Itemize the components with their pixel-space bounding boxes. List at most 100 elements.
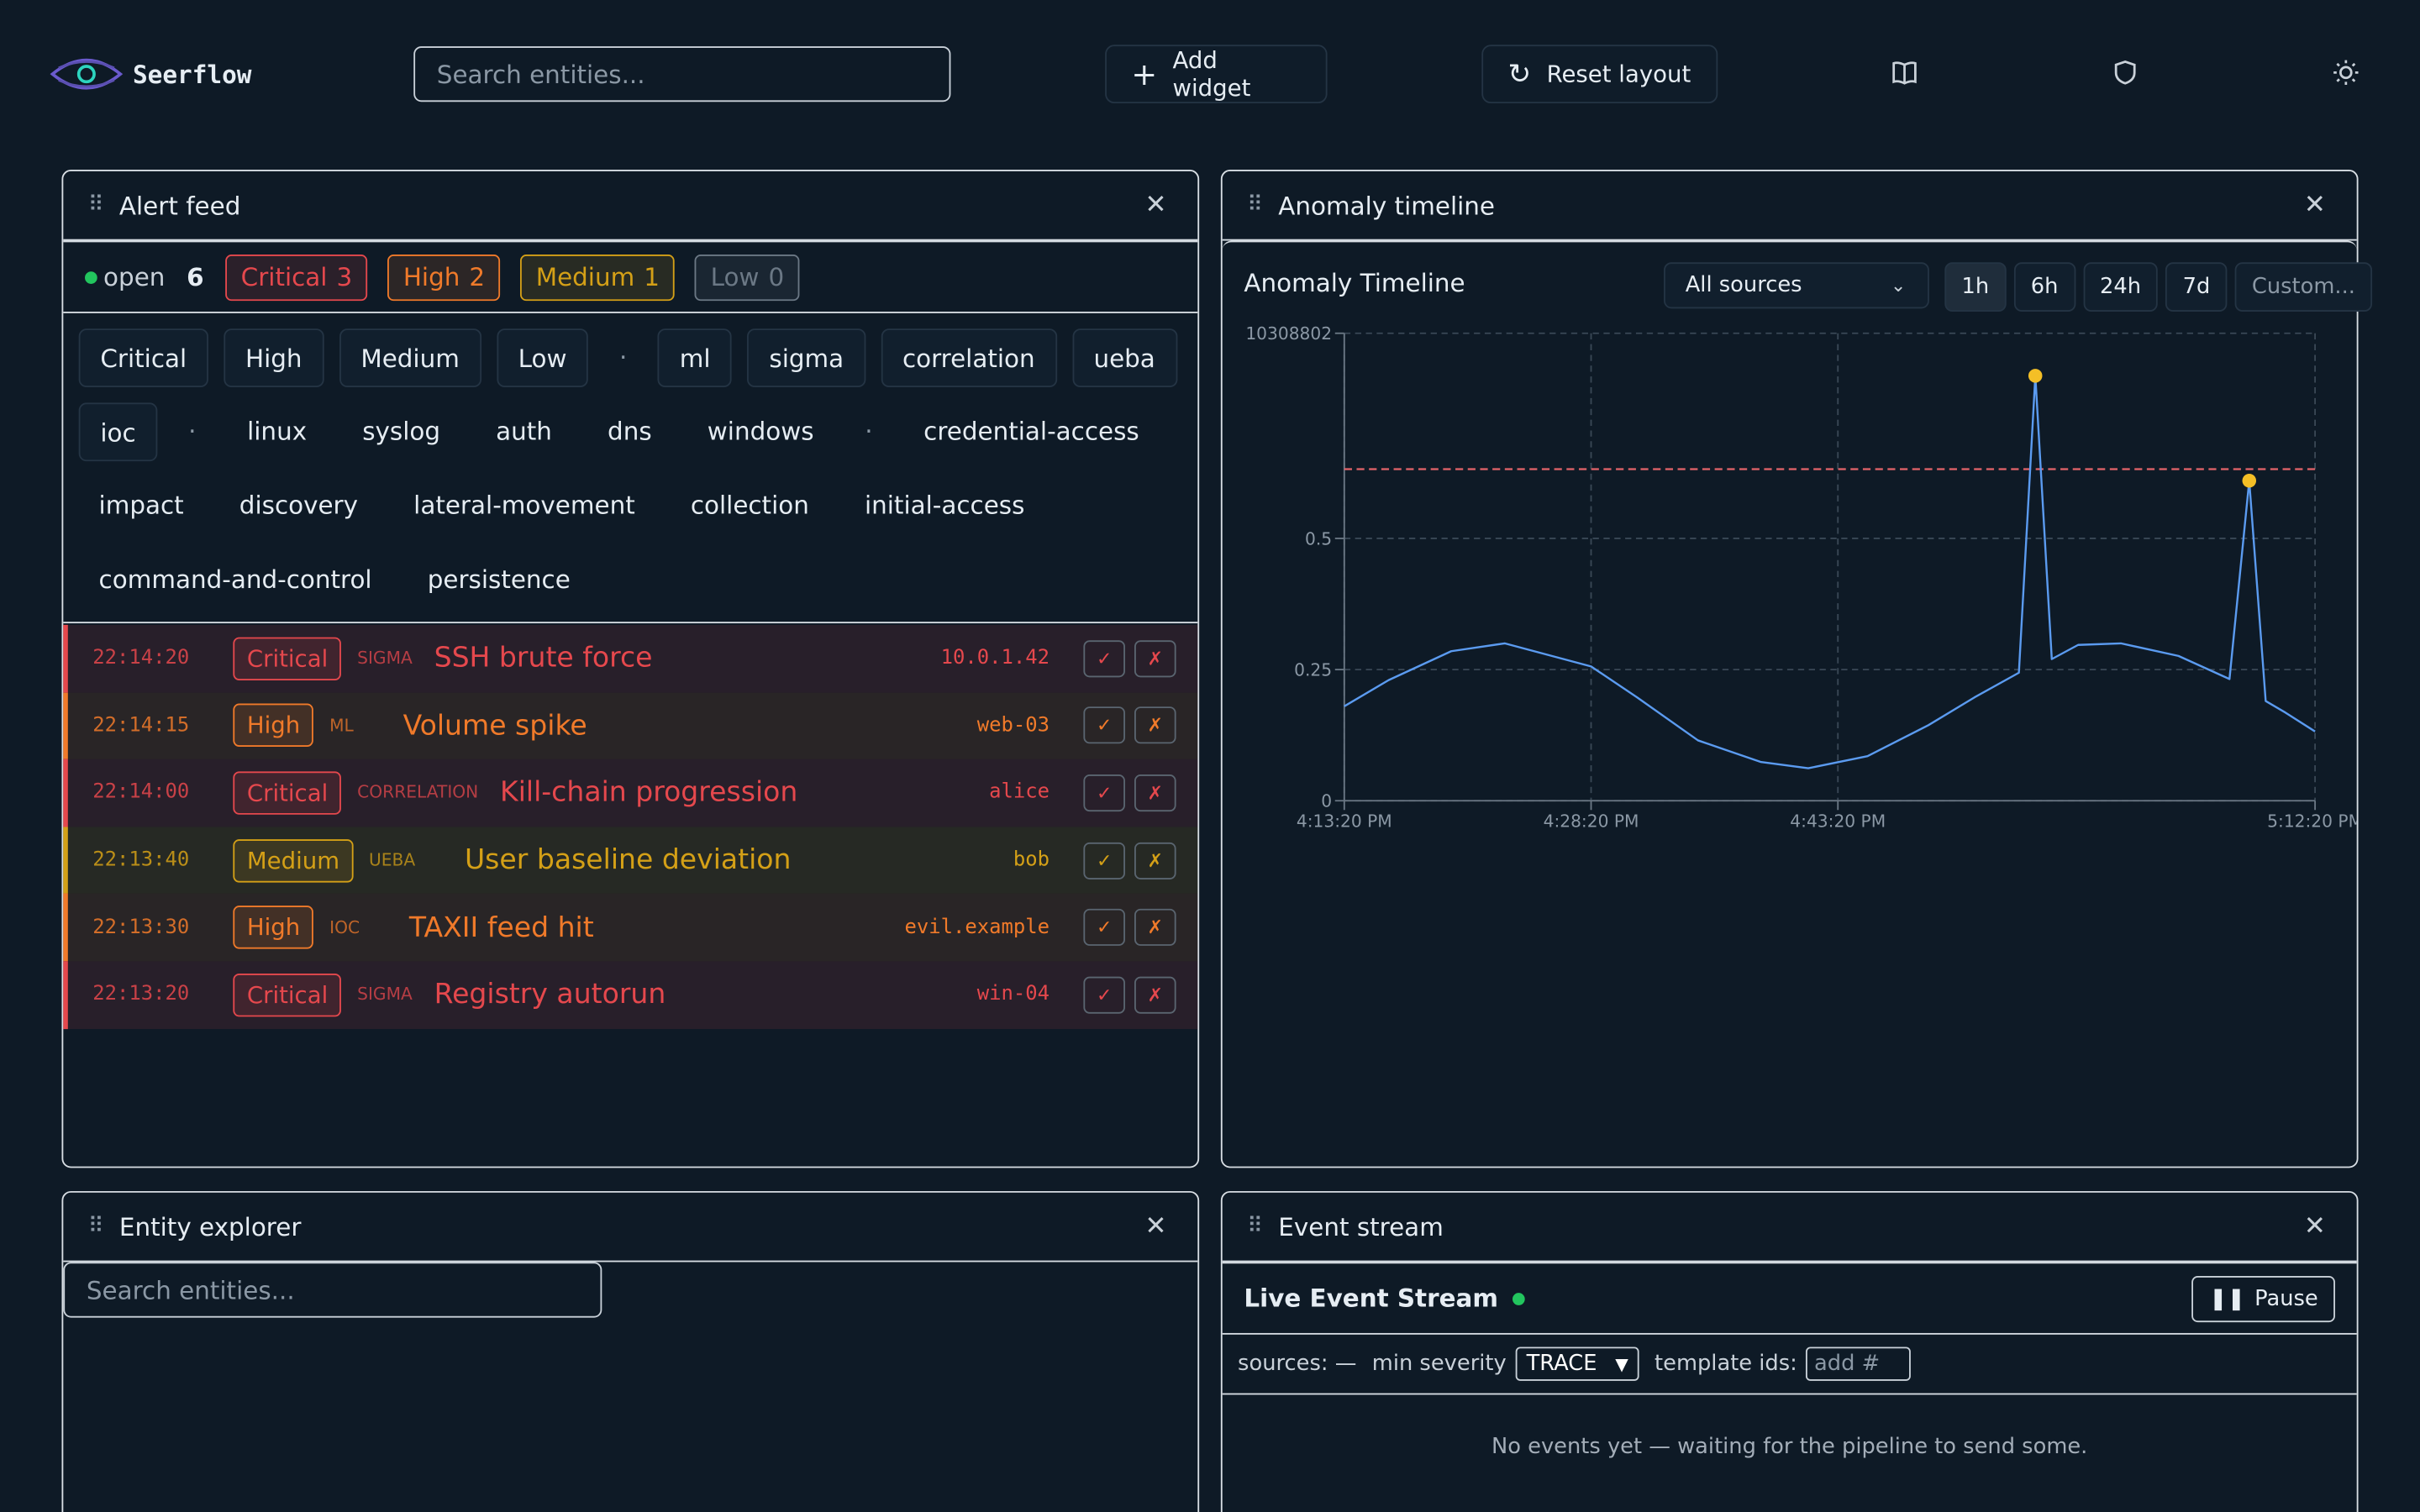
dismiss-button[interactable]: ✗: [1134, 842, 1176, 879]
docs-icon[interactable]: [1891, 59, 1918, 87]
close-button[interactable]: ✕: [2303, 189, 2326, 221]
dismiss-button[interactable]: ✗: [1134, 909, 1176, 947]
logo: Seerflow: [50, 52, 252, 95]
alert-entity: win-04: [976, 983, 1050, 1007]
alert-row[interactable]: 22:14:20 Critical SIGMA SSH brute force 10.0…: [63, 624, 1198, 692]
acknowledge-button[interactable]: ✓: [1083, 774, 1125, 812]
acknowledge-button[interactable]: ✓: [1083, 909, 1125, 947]
filter-chip[interactable]: collection: [690, 490, 809, 520]
alert-entity: alice: [989, 781, 1050, 805]
alert-time: 22:14:15: [92, 714, 190, 738]
severity-badge: Critical: [233, 637, 342, 680]
sources-label: sources: —: [1238, 1351, 1357, 1377]
label: Medium: [535, 262, 635, 292]
dismiss-button[interactable]: ✗: [1134, 774, 1176, 812]
shield-icon[interactable]: [2112, 59, 2139, 87]
filter-chip[interactable]: persistence: [427, 564, 571, 594]
filter-chip[interactable]: ioc: [78, 402, 158, 462]
label: Critical: [240, 262, 328, 292]
line-series: [1344, 375, 2316, 769]
acknowledge-button[interactable]: ✓: [1083, 639, 1125, 677]
filter-row: command-and-control persistence: [79, 551, 1198, 625]
alert-row[interactable]: 22:14:15 High ML Volume spike web-03 ✓ ✗: [63, 691, 1198, 760]
acknowledge-button[interactable]: ✓: [1083, 842, 1125, 879]
stream-header: Live Event Stream ❚❚ Pause: [1222, 1262, 2357, 1335]
range-button[interactable]: 24h: [2082, 262, 2159, 312]
filter-chip[interactable]: High: [224, 328, 324, 388]
alert-source: SIGMA: [357, 648, 413, 669]
range-button[interactable]: 7d: [2165, 262, 2228, 312]
filter-chip[interactable]: dns: [608, 416, 652, 445]
filter-chip[interactable]: sigma: [747, 328, 865, 388]
filter-chip[interactable]: correlation: [881, 328, 1057, 388]
close-button[interactable]: ✕: [2303, 1210, 2326, 1242]
separator: ·: [618, 341, 628, 371]
filter-chip[interactable]: credential-access: [923, 416, 1139, 445]
template-input[interactable]: add #: [1806, 1347, 1912, 1381]
filter-chip[interactable]: command-and-control: [98, 564, 372, 594]
filter-chip[interactable]: auth: [496, 416, 552, 445]
filter-chip[interactable]: discovery: [239, 490, 359, 520]
alert-row[interactable]: 22:14:00 Critical CORRELATION Kill-chain pr…: [63, 759, 1198, 827]
close-button[interactable]: ✕: [1144, 189, 1167, 221]
drag-handle[interactable]: ⠿: [1247, 1214, 1263, 1239]
filter-chip[interactable]: syslog: [362, 416, 441, 445]
source-select[interactable]: All sources ⌄: [1664, 262, 1929, 309]
severity-count-chip[interactable]: Low 0: [695, 254, 800, 301]
event-stream-panel: ⠿ Event stream ✕ Live Event Stream ❚❚ Pause…: [1220, 1190, 2359, 1512]
entity-search[interactable]: Search entities...: [63, 1262, 602, 1318]
live-dot: [1512, 1292, 1525, 1305]
acknowledge-button[interactable]: ✓: [1083, 706, 1125, 745]
severity-select[interactable]: TRACE ▼: [1515, 1347, 1639, 1381]
severity-count-chip[interactable]: Medium 1: [520, 254, 676, 301]
filter-chip[interactable]: ml: [658, 328, 733, 388]
dismiss-button[interactable]: ✗: [1134, 706, 1176, 745]
range-buttons: 1h 6h 24h 7d Custom...: [1944, 262, 2373, 312]
filter-chip[interactable]: lateral-movement: [413, 490, 635, 520]
acknowledge-button[interactable]: ✓: [1083, 976, 1125, 1014]
reset-layout-button[interactable]: ↻ Reset layout: [1481, 45, 1718, 104]
alert-source: IOC: [329, 917, 360, 938]
brand: Seerflow: [132, 59, 252, 89]
dismiss-button[interactable]: ✗: [1134, 976, 1176, 1014]
filter-chip[interactable]: initial-access: [864, 490, 1025, 520]
logo-icon: [50, 58, 124, 90]
severity-count-chip[interactable]: High 2: [387, 254, 501, 301]
dismiss-button[interactable]: ✗: [1134, 639, 1176, 677]
close-button[interactable]: ✕: [1144, 1210, 1167, 1242]
alert-source: UEBA: [368, 850, 416, 871]
empty-message: No events yet — waiting for the pipeline…: [1491, 1435, 2088, 1460]
filter-chip[interactable]: Low: [496, 328, 589, 388]
alert-row[interactable]: 22:13:30 High IOC TAXII feed hit evil.exampl…: [63, 894, 1198, 962]
add-widget-button[interactable]: + Add widget: [1105, 45, 1328, 104]
count-bar: open 6 Critical 3 High 2 Medium 1 Low 0: [63, 240, 1198, 313]
range-button[interactable]: 6h: [2013, 262, 2075, 312]
alert-row[interactable]: 22:13:20 Critical SIGMA Registry autorun win…: [63, 961, 1198, 1029]
alert-row[interactable]: 22:13:40 Medium UEBA User baseline deviatio…: [63, 827, 1198, 895]
reset-icon: ↻: [1507, 57, 1532, 91]
pause-button[interactable]: ❚❚ Pause: [2191, 1275, 2335, 1322]
drag-handle[interactable]: ⠿: [87, 192, 104, 218]
theme-icon[interactable]: [2332, 59, 2360, 87]
y-tick-label: 0: [1321, 791, 1332, 811]
label: High: [402, 262, 460, 292]
severity-count-chip[interactable]: Critical 3: [225, 254, 368, 301]
x-tick-label: 4:43:20 PM: [1790, 811, 1886, 831]
filter-chip[interactable]: Critical: [78, 328, 208, 388]
severity-badge: High: [233, 704, 314, 748]
panel-header: ⠿ Event stream ✕: [1222, 1193, 2357, 1263]
range-button[interactable]: 1h: [1944, 262, 2007, 312]
filter-chip[interactable]: linux: [247, 416, 308, 445]
panel-header: ⠿ Entity explorer ✕: [63, 1193, 1198, 1263]
filter-chip[interactable]: Medium: [339, 328, 481, 388]
filter-chip[interactable]: ueba: [1071, 328, 1177, 388]
chart-title: Anomaly Timeline: [1244, 268, 1465, 298]
filters: Critical High Medium Low · ml sigma correlation…: [78, 328, 1198, 625]
search[interactable]: Search entities...: [413, 46, 951, 102]
drag-handle[interactable]: ⠿: [1247, 192, 1263, 218]
drag-handle[interactable]: ⠿: [87, 1214, 104, 1239]
filter-chip[interactable]: windows: [707, 416, 814, 445]
filter-chip[interactable]: impact: [98, 490, 184, 520]
chart: 0 0.25 0.5 10308802 4:13:20 PM 4:28:20 PM 4:43…: [1245, 323, 2356, 831]
range-button[interactable]: Custom...: [2234, 262, 2373, 312]
